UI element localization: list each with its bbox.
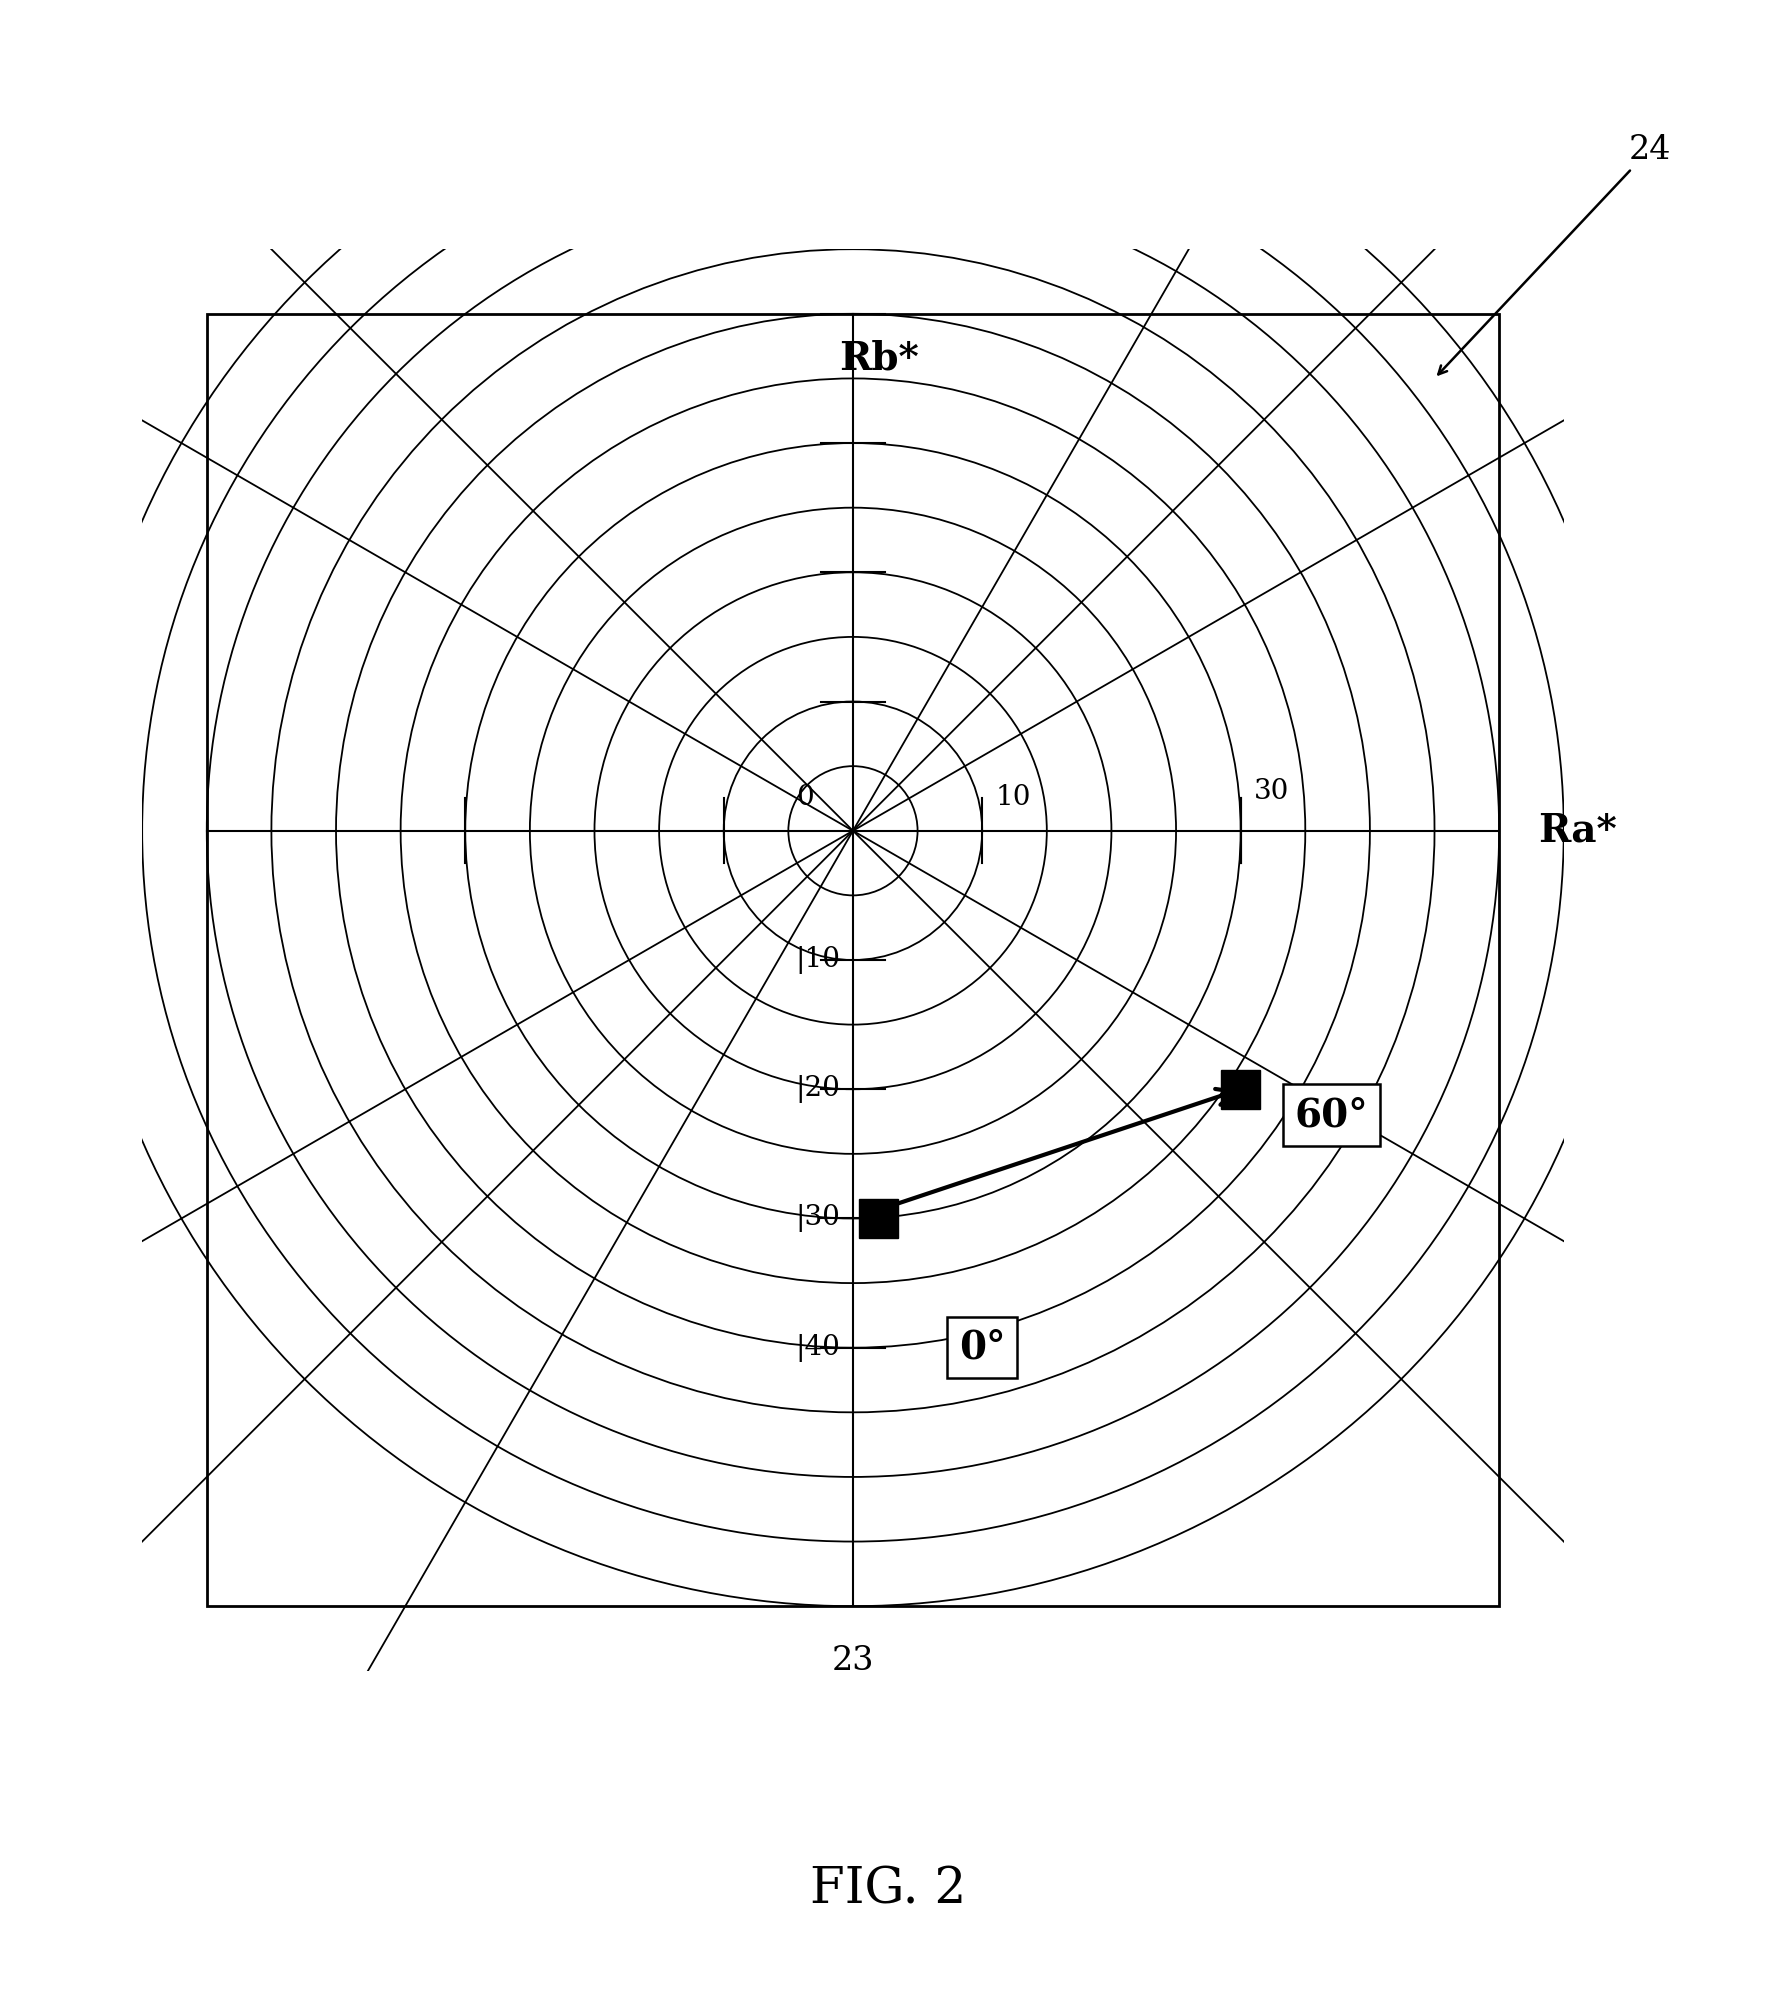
Text: |40: |40 [794, 1334, 841, 1362]
Text: 10: 10 [995, 784, 1031, 812]
Bar [1221, 1070, 1260, 1108]
Text: FIG. 2: FIG. 2 [810, 1866, 967, 1914]
Text: 0°: 0° [960, 1328, 1006, 1366]
Text: |20: |20 [794, 1076, 841, 1104]
Text: 0: 0 [796, 784, 814, 812]
Text: Rb*: Rb* [839, 340, 919, 378]
Text: 24: 24 [1438, 134, 1670, 374]
Text: 60°: 60° [1294, 1096, 1368, 1134]
Text: |10: |10 [794, 946, 841, 974]
Text: 30: 30 [1253, 778, 1288, 804]
Text: Ra*: Ra* [1537, 812, 1617, 850]
Text: |30: |30 [794, 1204, 841, 1232]
Bar [860, 1200, 897, 1238]
Text: 23: 23 [832, 1644, 874, 1676]
